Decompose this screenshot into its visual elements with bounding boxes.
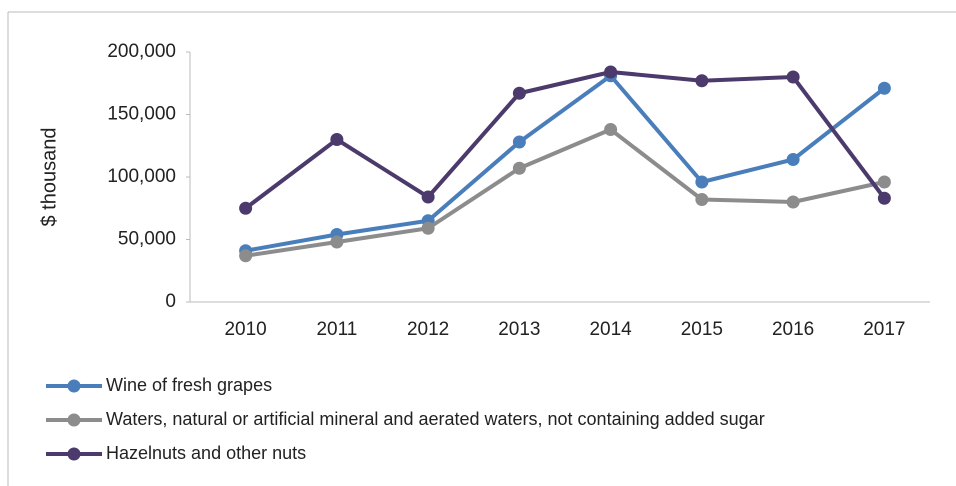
legend-label: Waters, natural or artificial mineral an… (106, 409, 765, 429)
point (877, 175, 891, 189)
point (604, 123, 618, 136)
y-axis-label: $ thousand (38, 128, 60, 227)
x-tick-label: 2015 (681, 319, 723, 340)
y-tick-label: 200,000 (107, 41, 176, 62)
point (786, 153, 800, 166)
y-tick-label: 50,000 (118, 229, 176, 250)
legend-marker (67, 379, 81, 393)
y-tick-label: 100,000 (107, 166, 176, 187)
x-tick-label: 2014 (589, 319, 632, 340)
point (695, 193, 709, 206)
x-tick-label: 2010 (224, 319, 266, 340)
point (695, 175, 709, 189)
series-line (244, 70, 886, 210)
point (421, 190, 435, 204)
point (512, 86, 526, 100)
legend-marker (67, 447, 81, 461)
point (695, 74, 709, 88)
x-tick-label: 2011 (316, 319, 357, 340)
series-line (245, 73, 886, 253)
point (877, 191, 891, 205)
point (512, 161, 526, 175)
point (512, 135, 526, 149)
series-line (245, 127, 885, 258)
point (421, 221, 435, 235)
point (877, 81, 891, 95)
y-tick-label: 0 (165, 291, 176, 312)
x-tick-label: 2012 (407, 319, 449, 340)
point (239, 249, 253, 263)
x-tick-label: 2017 (863, 319, 905, 340)
legend-label: Wine of fresh grapes (106, 375, 272, 395)
point (330, 235, 344, 249)
point (786, 195, 800, 209)
point (330, 133, 344, 146)
x-tick-label: 2016 (772, 319, 814, 340)
y-tick-label: 150,000 (107, 104, 176, 125)
point (239, 201, 253, 215)
legend-label: Hazelnuts and other nuts (106, 443, 306, 463)
x-tick-label: 2013 (498, 319, 540, 340)
point (786, 70, 800, 84)
point (604, 65, 618, 79)
legend-marker (67, 413, 81, 427)
